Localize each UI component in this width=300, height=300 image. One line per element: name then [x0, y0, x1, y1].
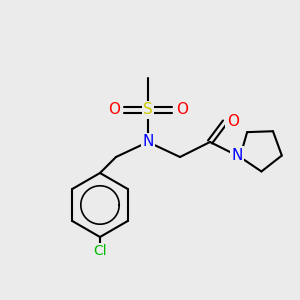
Text: Cl: Cl: [93, 244, 107, 258]
Text: N: N: [142, 134, 154, 149]
Text: O: O: [176, 103, 188, 118]
Text: O: O: [227, 115, 239, 130]
Text: O: O: [108, 103, 120, 118]
Text: N: N: [231, 148, 243, 163]
Text: S: S: [143, 103, 153, 118]
